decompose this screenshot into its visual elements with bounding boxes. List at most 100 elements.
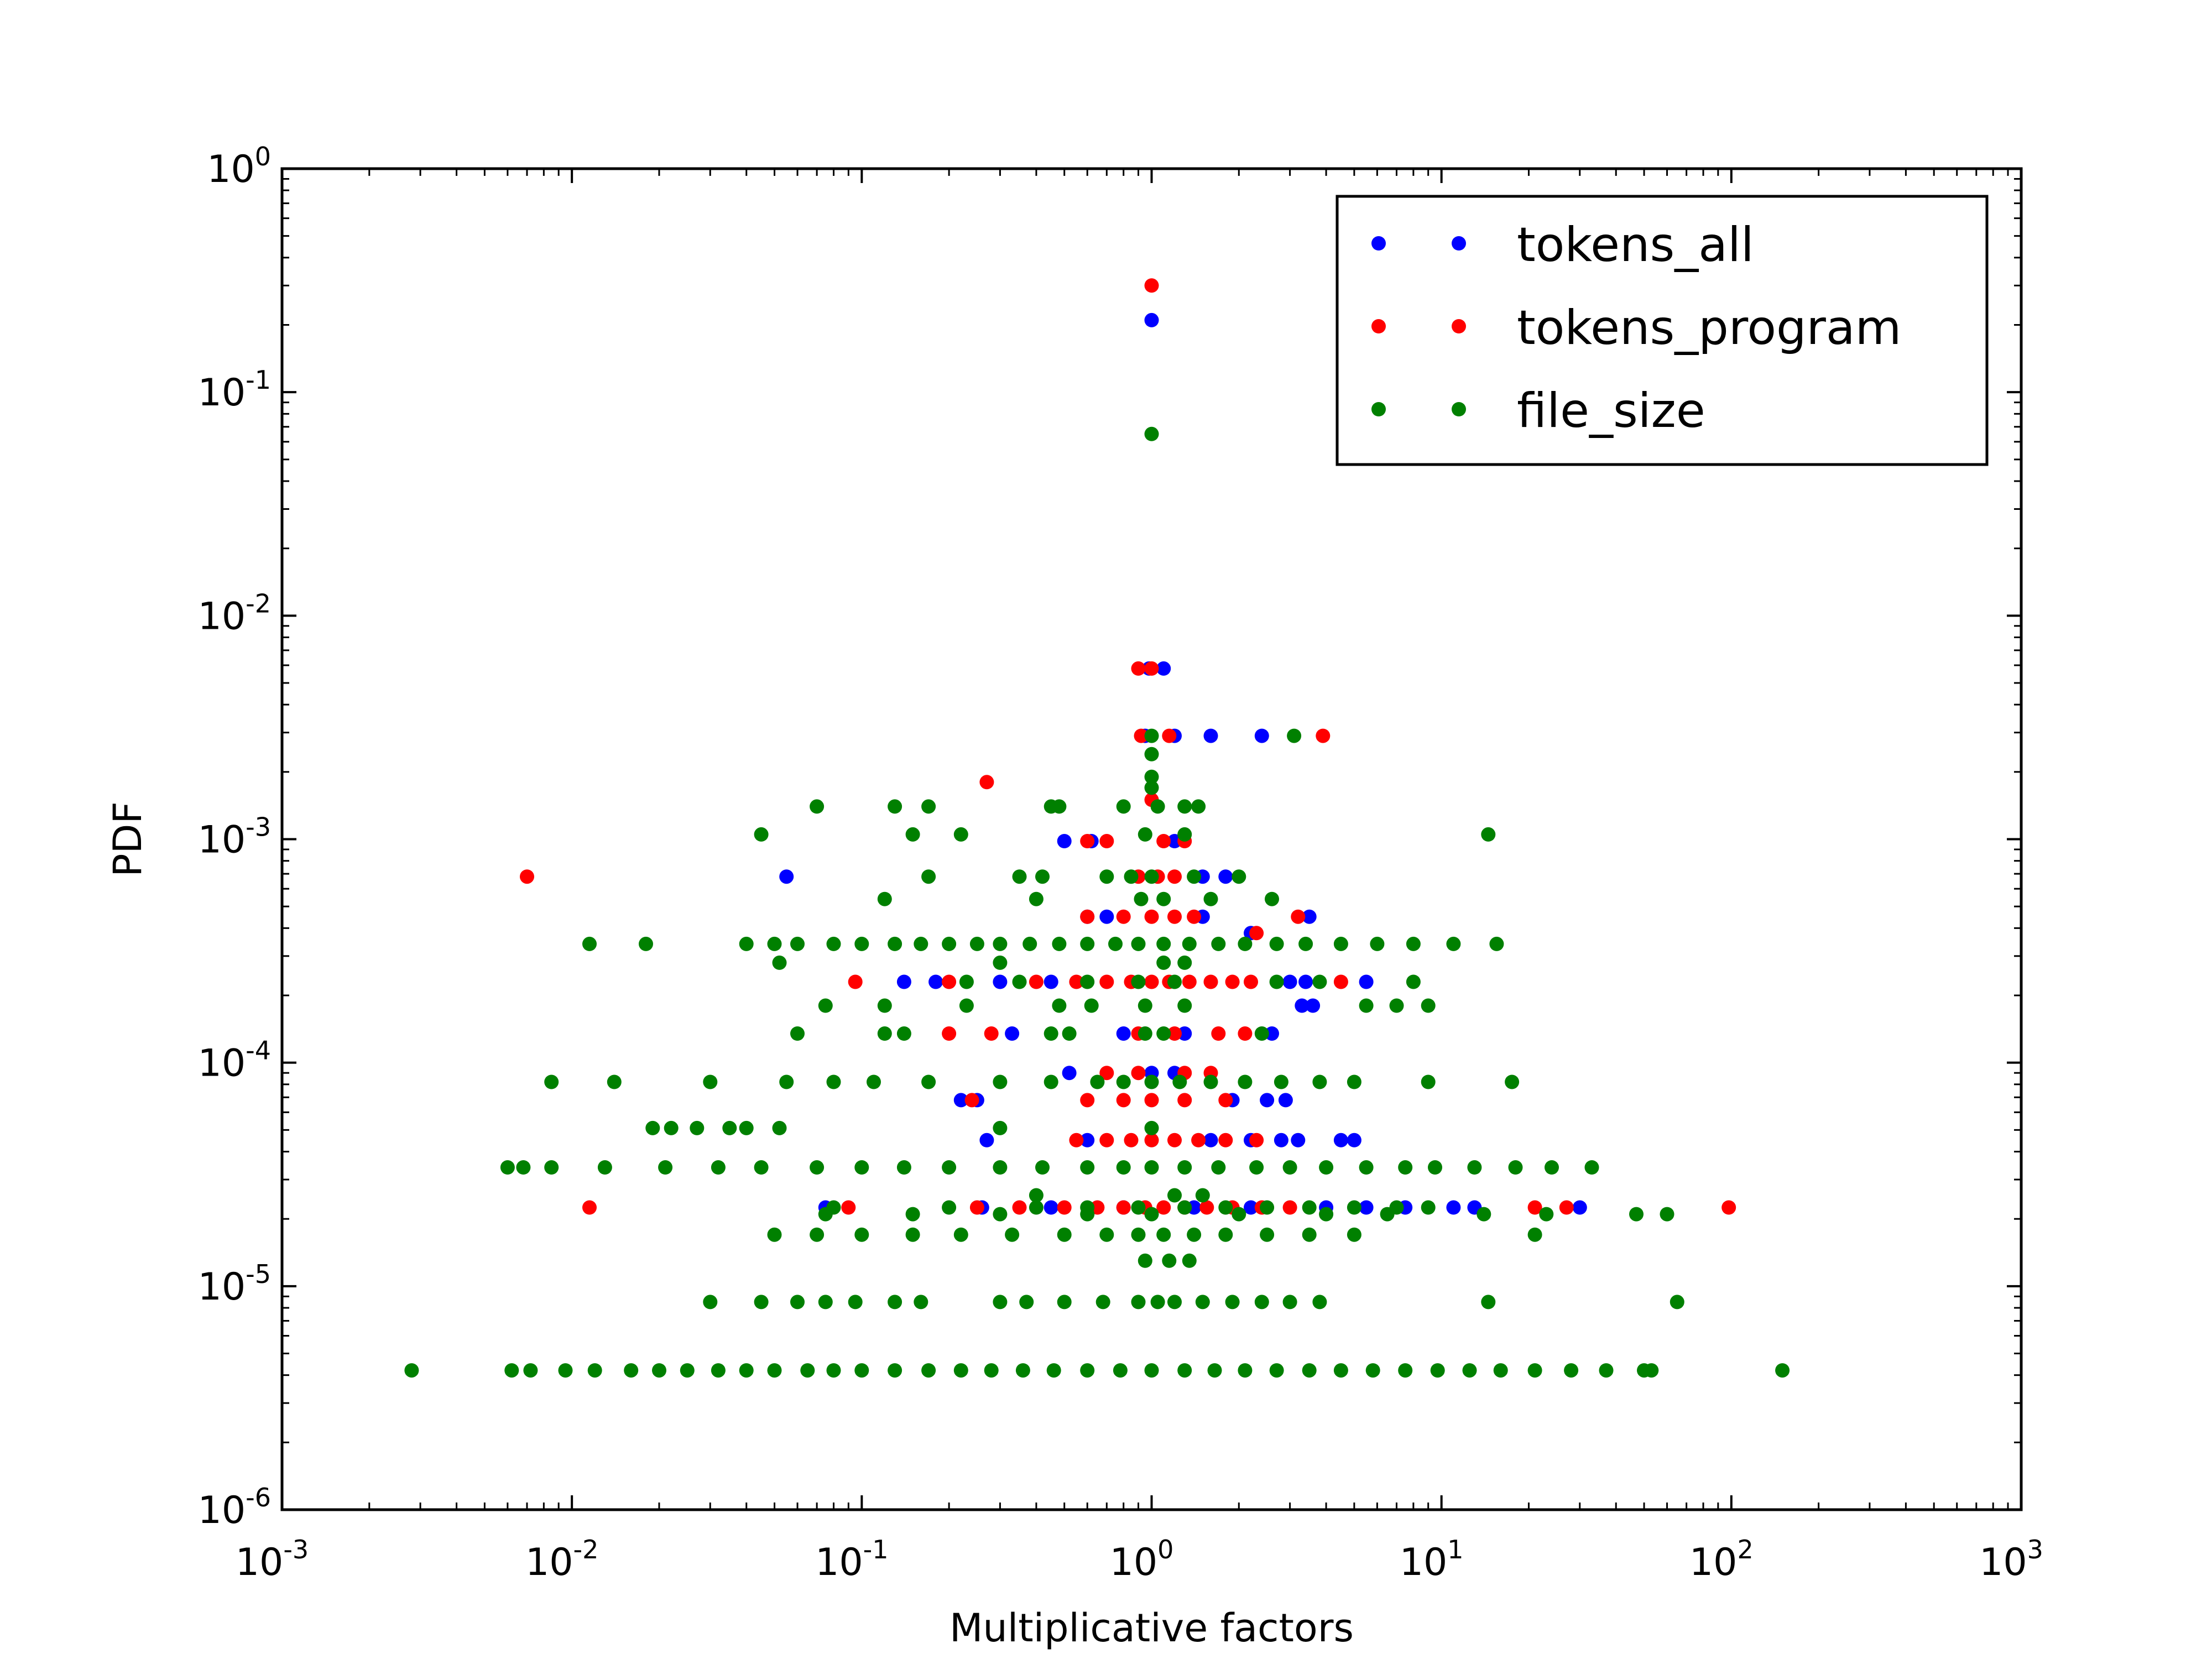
data-point (1527, 1363, 1542, 1378)
data-point (1599, 1363, 1614, 1378)
data-point (1195, 1188, 1210, 1203)
data-point (1116, 1026, 1131, 1041)
x-tick-label: 10-2 (525, 1535, 598, 1584)
data-point (1044, 1026, 1058, 1041)
data-point (1144, 974, 1159, 989)
data-point (1099, 834, 1114, 848)
data-point (1057, 1200, 1072, 1215)
data-point (854, 1160, 869, 1175)
data-point (969, 1200, 984, 1215)
data-point (1116, 1093, 1131, 1108)
data-point (1508, 1160, 1523, 1175)
data-point (558, 1363, 573, 1378)
data-point (854, 936, 869, 951)
data-point (1108, 936, 1123, 951)
data-point (1489, 936, 1504, 951)
data-point (790, 936, 805, 951)
data-point (848, 974, 863, 989)
data-point (1527, 1227, 1542, 1242)
data-point (1022, 936, 1037, 951)
data-point (1012, 869, 1027, 884)
data-point (1477, 1207, 1491, 1222)
data-point (1134, 728, 1149, 743)
data-point (1660, 1207, 1674, 1222)
data-point (896, 974, 911, 989)
data-point (1347, 1227, 1361, 1242)
data-point (772, 955, 787, 970)
data-point (1421, 1074, 1436, 1089)
data-point (1347, 1200, 1361, 1215)
data-point (1254, 728, 1269, 743)
data-point (703, 1295, 718, 1310)
data-point (888, 1363, 902, 1378)
data-point (921, 1074, 936, 1089)
data-point (1644, 1363, 1659, 1378)
data-point (921, 799, 936, 814)
data-point (1203, 891, 1218, 906)
data-point (1359, 974, 1374, 989)
data-point (1225, 974, 1240, 989)
data-point (1144, 661, 1159, 676)
data-point (1156, 661, 1171, 676)
data-point (905, 827, 920, 842)
data-point (1052, 799, 1067, 814)
data-point (1144, 1363, 1159, 1378)
data-point (826, 1363, 841, 1378)
data-point (1195, 1295, 1210, 1310)
data-point (959, 998, 974, 1013)
data-point (1446, 1200, 1461, 1215)
data-point (1080, 909, 1095, 924)
data-point (1162, 1253, 1177, 1268)
data-point (523, 1363, 538, 1378)
data-point (1080, 834, 1095, 848)
legend-item: tokens_all (1371, 217, 1754, 273)
data-point (953, 1227, 968, 1242)
data-point (1218, 1227, 1233, 1242)
data-point (1238, 936, 1253, 951)
data-point (1177, 1026, 1192, 1041)
data-point (942, 1026, 957, 1041)
data-point (1156, 1227, 1171, 1242)
data-point (1333, 974, 1348, 989)
data-point (854, 1363, 869, 1378)
data-point (1249, 1133, 1264, 1147)
data-point (1044, 974, 1058, 989)
data-point (877, 1026, 892, 1041)
data-point (1144, 909, 1159, 924)
data-point (1302, 909, 1317, 924)
data-point (739, 936, 754, 951)
data-point (1069, 1133, 1084, 1147)
legend-marker (1371, 402, 1386, 416)
legend-item: file_size (1371, 383, 1705, 439)
data-point (500, 1160, 515, 1175)
data-point (1232, 1207, 1246, 1222)
data-point (1116, 799, 1131, 814)
data-point (1505, 1074, 1520, 1089)
data-point (1421, 1200, 1436, 1215)
data-point (1545, 1160, 1559, 1175)
data-point (1150, 799, 1165, 814)
data-point (790, 1295, 805, 1310)
data-point (1156, 1200, 1171, 1215)
y-tick-label: 10-1 (198, 365, 271, 415)
data-point (1144, 426, 1159, 441)
data-point (1389, 998, 1404, 1013)
data-point (953, 827, 968, 842)
data-point (1156, 834, 1171, 848)
x-tick-label: 10-1 (815, 1535, 888, 1584)
data-point (1302, 1200, 1317, 1215)
legend-label: tokens_program (1517, 300, 1901, 356)
data-point (607, 1074, 622, 1089)
data-point (810, 1227, 825, 1242)
data-point (680, 1363, 695, 1378)
data-point (1203, 974, 1218, 989)
data-point (1238, 1026, 1253, 1041)
data-point (959, 974, 974, 989)
data-point (1306, 998, 1321, 1013)
data-point (993, 936, 1008, 951)
data-point (1254, 1295, 1269, 1310)
data-point (1052, 998, 1067, 1013)
data-point (1527, 1200, 1542, 1215)
data-point (1203, 728, 1218, 743)
data-point (1029, 1188, 1044, 1203)
